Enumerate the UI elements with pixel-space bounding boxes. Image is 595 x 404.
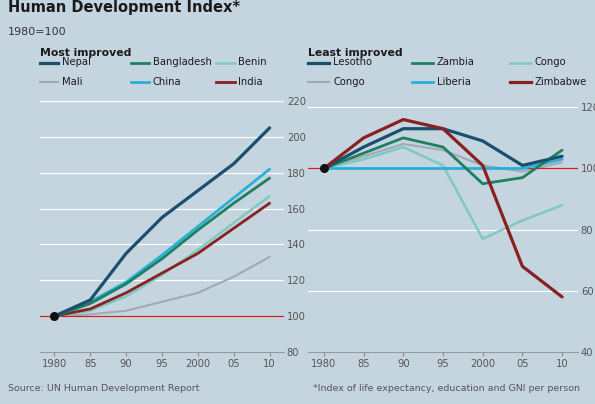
Text: 1980=100: 1980=100 (8, 27, 67, 37)
Text: Least improved: Least improved (308, 48, 403, 58)
Text: Zambia: Zambia (437, 57, 475, 67)
Text: Bangladesh: Bangladesh (153, 57, 212, 67)
Text: Congo: Congo (333, 77, 365, 86)
Text: *Index of life expectancy, education and GNI per person: *Index of life expectancy, education and… (313, 384, 580, 393)
Text: Most improved: Most improved (40, 48, 131, 58)
Text: China: China (153, 77, 181, 86)
Text: Nepal: Nepal (62, 57, 91, 67)
Text: Human Development Index*: Human Development Index* (8, 0, 240, 15)
Text: Mali: Mali (62, 77, 83, 86)
Text: Liberia: Liberia (437, 77, 471, 86)
Text: Lesotho: Lesotho (333, 57, 372, 67)
Text: India: India (239, 77, 263, 86)
Text: Zimbabwe: Zimbabwe (535, 77, 587, 86)
Text: Source: UN Human Development Report: Source: UN Human Development Report (8, 384, 199, 393)
Text: Congo: Congo (535, 57, 566, 67)
Text: Benin: Benin (239, 57, 267, 67)
